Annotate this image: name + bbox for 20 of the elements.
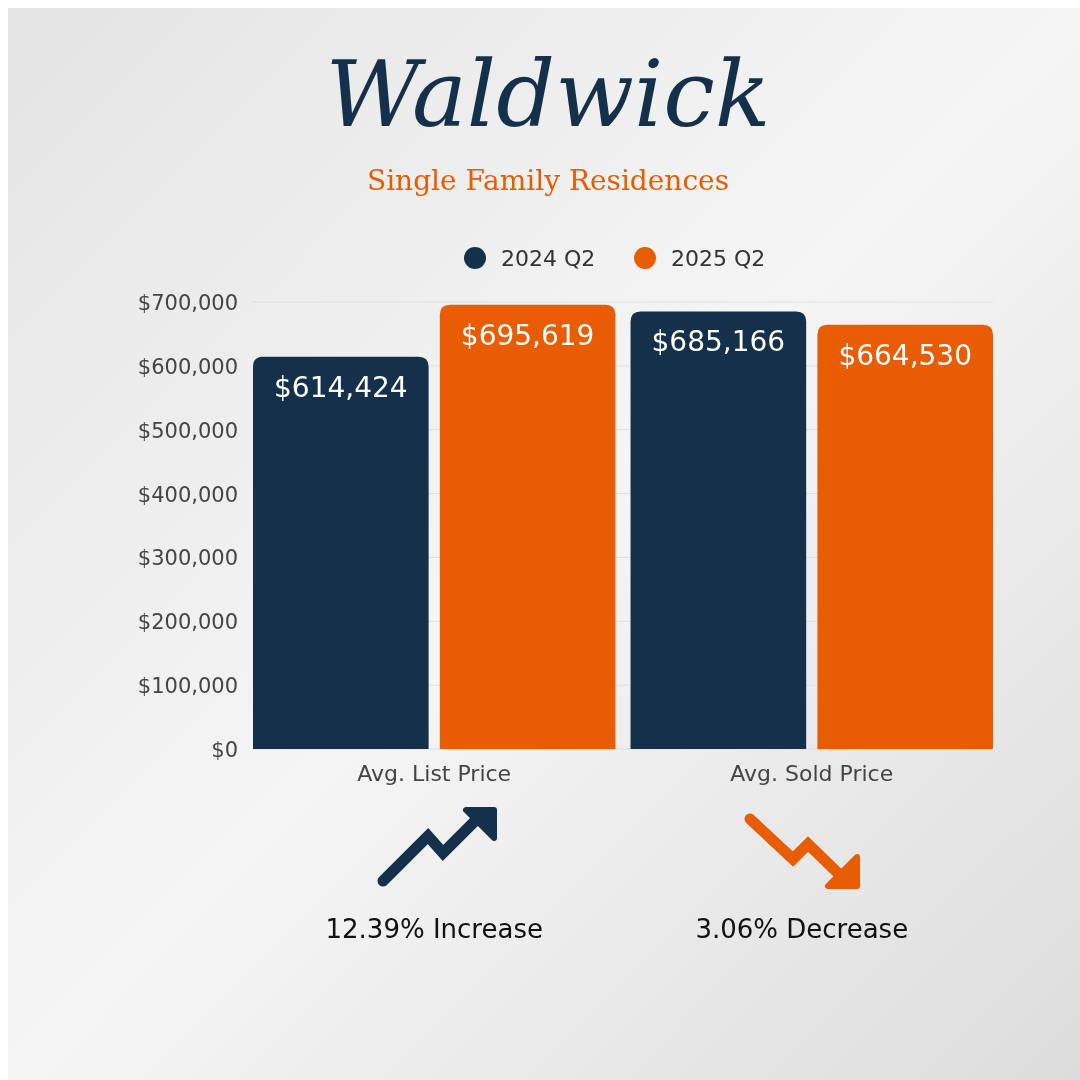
legend-label: 2025 Q2 (671, 246, 766, 271)
y-tick-label: $100,000 (137, 674, 238, 699)
data-label: $685,166 (651, 325, 786, 359)
x-tick-label: Avg. List Price (357, 761, 512, 786)
legend-label: 2024 Q2 (501, 246, 596, 271)
y-tick-label: $200,000 (137, 610, 238, 635)
y-tick-label: $500,000 (137, 418, 238, 443)
y-tick-label: $700,000 (137, 291, 238, 315)
data-label: $614,424 (274, 370, 408, 404)
data-label: $664,530 (838, 338, 972, 372)
y-tick-label: $300,000 (137, 546, 238, 571)
y-tick-label: $400,000 (137, 482, 238, 507)
data-label: $695,619 (460, 318, 595, 352)
y-tick-label: $600,000 (137, 354, 238, 379)
text: 3.06% Decrease (695, 914, 909, 944)
chart-subtitle: Single Family Residences (366, 164, 730, 197)
text: 12.39% Increase (325, 914, 543, 944)
chart-title: Waldwick (325, 41, 771, 148)
y-tick-label: $0 (211, 738, 238, 762)
x-tick-label: Avg. Sold Price (730, 761, 894, 786)
